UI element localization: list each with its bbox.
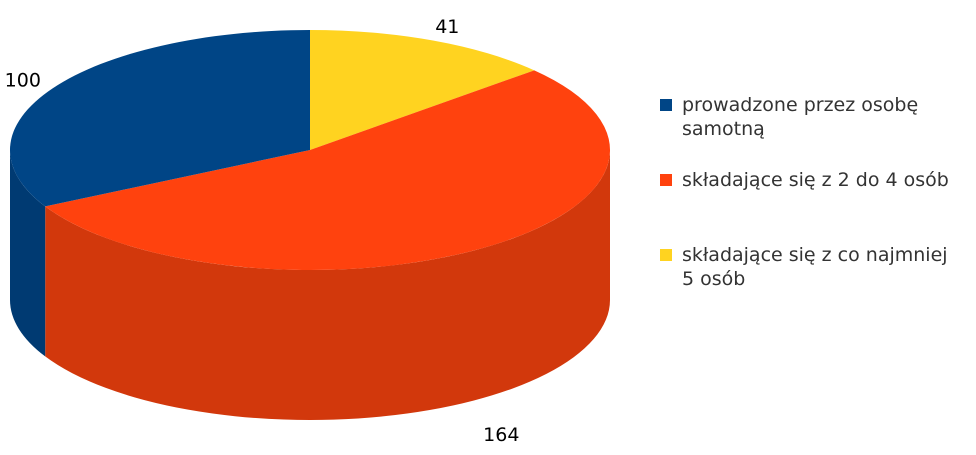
legend-label: składające się z 2 do 4 osób — [682, 169, 949, 191]
legend-item: składające się z 2 do 4 osób — [660, 168, 960, 192]
pie-slice — [45, 70, 610, 270]
data-label: 41 — [435, 16, 459, 38]
legend-swatch — [660, 249, 672, 261]
legend-swatch — [660, 99, 672, 111]
data-label: 164 — [483, 424, 519, 446]
legend-label: składające się z co najmniej 5 osób — [682, 244, 948, 290]
legend-item: prowadzone przez osobę samotną — [660, 93, 960, 141]
pie-slice — [9, 30, 311, 207]
legend-label: prowadzone przez osobę samotną — [682, 94, 919, 140]
pie-side — [45, 150, 611, 421]
data-label: 100 — [5, 69, 41, 91]
legend-item: składające się z co najmniej 5 osób — [660, 243, 960, 291]
pie-slice — [310, 30, 535, 150]
legend-swatch — [660, 174, 672, 186]
pie-side — [10, 150, 46, 357]
